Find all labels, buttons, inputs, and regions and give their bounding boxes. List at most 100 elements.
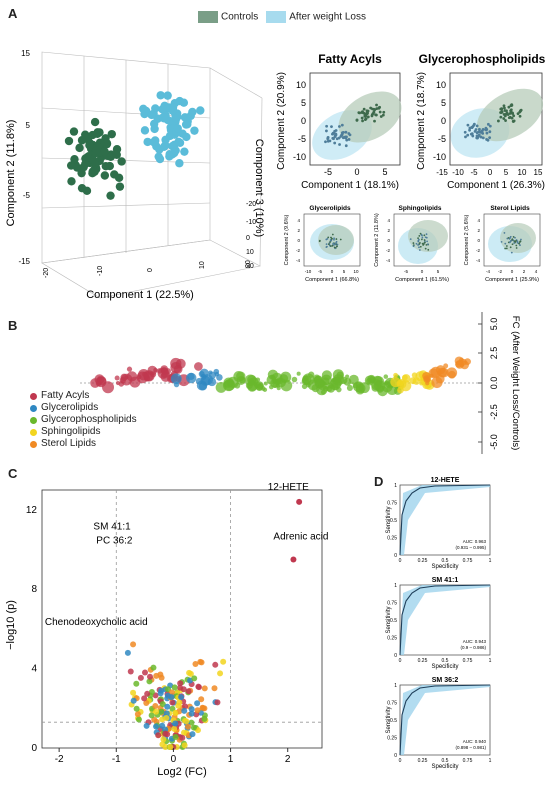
volcano-point bbox=[158, 687, 165, 694]
control-point bbox=[366, 115, 370, 119]
volcano-point bbox=[194, 707, 201, 714]
control-point bbox=[85, 141, 94, 150]
volcano-annotation: PC 36:2 bbox=[96, 536, 133, 547]
volcano-point bbox=[182, 703, 189, 710]
after-point bbox=[174, 137, 183, 147]
x-tick: 0.5 bbox=[442, 658, 449, 664]
chart-title: Sterol Lipids bbox=[490, 205, 530, 212]
pca-point bbox=[503, 232, 506, 234]
x-label: Specificity bbox=[431, 764, 458, 770]
fc-point bbox=[401, 374, 411, 383]
y-tick: 1 bbox=[394, 583, 397, 589]
sphingo-dot bbox=[30, 428, 37, 436]
after-point bbox=[159, 113, 168, 122]
y-tick: 0 bbox=[394, 653, 397, 659]
volcano-point bbox=[153, 672, 160, 679]
pca-3d-plot: 15 5 -5 -15 -20 -10 0 10 20 -20 -10 0 10… bbox=[5, 49, 265, 301]
pca3d-xlabel: Component 1 (22.5%) bbox=[86, 289, 194, 301]
control-point bbox=[502, 117, 506, 120]
control-point bbox=[107, 129, 116, 139]
pca-point bbox=[333, 238, 335, 241]
pca-point bbox=[336, 245, 338, 248]
y-tick: 0.75 bbox=[387, 501, 397, 507]
pca-point bbox=[511, 243, 514, 246]
y-tick: 0 bbox=[394, 753, 397, 759]
control-ellipse bbox=[338, 91, 402, 143]
y-tick: -5.0 bbox=[489, 434, 499, 450]
pca3d-zlabel: Component 3 (10%) bbox=[253, 139, 265, 237]
after-point bbox=[324, 140, 327, 144]
pca-point bbox=[335, 242, 337, 244]
legend-label: Sterol Lipids bbox=[41, 438, 97, 449]
after-point bbox=[139, 104, 148, 114]
pca-point bbox=[512, 236, 515, 238]
after-point bbox=[332, 137, 335, 141]
roc-12-hete: 12-HETE 0 0.25 0.5 0.75 1 0 0.25 0.5 0.75 1 Specifi… bbox=[386, 477, 492, 570]
y-tick: 5 bbox=[26, 121, 31, 130]
fc-point bbox=[268, 384, 274, 390]
volcano-point bbox=[296, 498, 303, 505]
control-point bbox=[378, 105, 382, 109]
pca-point bbox=[318, 240, 321, 243]
volcano-point bbox=[176, 699, 183, 706]
plot-frame bbox=[449, 72, 543, 166]
pca-point bbox=[333, 246, 336, 249]
after-point bbox=[485, 138, 489, 141]
after-point bbox=[150, 136, 160, 146]
x-tick: 0.75 bbox=[463, 758, 473, 764]
fc-point bbox=[393, 372, 398, 378]
after-point bbox=[182, 132, 191, 142]
control-point bbox=[362, 111, 366, 115]
control-point bbox=[499, 115, 503, 119]
volcano-point bbox=[155, 732, 162, 739]
pca-point bbox=[500, 240, 503, 243]
pca-point bbox=[418, 246, 420, 249]
volcano-point bbox=[141, 695, 148, 702]
volcano-point bbox=[181, 729, 188, 736]
auc-label: AUC: 0.943 bbox=[463, 639, 487, 644]
after-point bbox=[340, 131, 344, 135]
volcano-point bbox=[194, 700, 201, 707]
fc-point bbox=[198, 371, 205, 377]
sterol-points bbox=[500, 232, 522, 254]
fc-point bbox=[124, 375, 129, 380]
fc-point bbox=[355, 385, 365, 395]
control-point bbox=[81, 159, 90, 169]
volcano-point bbox=[201, 685, 208, 692]
fc-point bbox=[409, 377, 417, 385]
y-tick: 0.0 bbox=[489, 377, 499, 390]
x-tick: -5 bbox=[470, 168, 478, 177]
legend-item: Sphingolipids bbox=[30, 426, 137, 438]
z-tick: 20 bbox=[246, 263, 254, 270]
after-point bbox=[341, 136, 345, 140]
volcano-point bbox=[198, 659, 205, 666]
ci-label: (0.9 – 0.986) bbox=[460, 645, 486, 650]
y-tick: 10 bbox=[436, 80, 446, 90]
x-label: Specificity bbox=[431, 664, 458, 670]
y-tick: -2 bbox=[476, 248, 480, 253]
y-tick: 2 bbox=[387, 228, 390, 233]
pca-point bbox=[330, 239, 333, 242]
control-point bbox=[100, 171, 110, 180]
y-tick: 1 bbox=[394, 683, 397, 689]
x-label: Component 1 (26.3%) bbox=[447, 180, 545, 191]
volcano-point bbox=[130, 697, 137, 704]
fc-point bbox=[345, 374, 350, 379]
volcano-point bbox=[181, 742, 188, 749]
after-point bbox=[477, 130, 480, 134]
after-point bbox=[481, 132, 485, 135]
pca-point bbox=[419, 232, 422, 235]
fc-point bbox=[369, 376, 376, 383]
control-point bbox=[505, 109, 508, 113]
control-point bbox=[375, 103, 378, 107]
y-tick: 4 bbox=[477, 218, 480, 223]
volcano-points bbox=[124, 498, 303, 751]
x-tick: 1 bbox=[489, 558, 492, 564]
x-tick: 0 bbox=[171, 754, 177, 765]
legend-item-after: After weight Loss bbox=[266, 11, 366, 23]
control-point bbox=[361, 119, 364, 123]
x-tick: -10 bbox=[452, 168, 464, 177]
control-point bbox=[382, 110, 386, 114]
plot-frame bbox=[309, 72, 401, 166]
